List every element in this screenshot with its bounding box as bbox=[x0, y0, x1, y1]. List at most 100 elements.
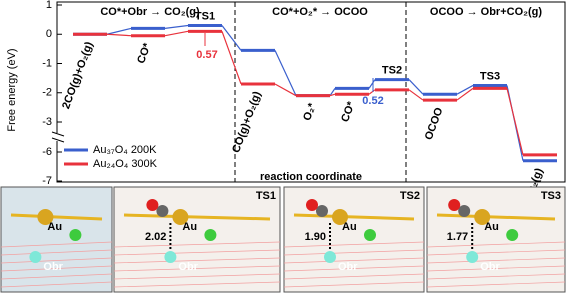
substrate-bond bbox=[283, 265, 425, 272]
oxygen-atom bbox=[164, 251, 177, 263]
substrate-bond bbox=[426, 241, 566, 248]
state-label: 2CO(g)+O₂(g) bbox=[60, 40, 96, 111]
distance-label: 1.90 bbox=[305, 231, 326, 243]
axis-break bbox=[51, 137, 65, 143]
connector bbox=[274, 50, 297, 96]
distance-label: 1.77 bbox=[447, 231, 468, 243]
carbon-atom bbox=[156, 205, 169, 217]
y-tick-label: -3 bbox=[42, 116, 52, 128]
substrate-bond bbox=[283, 273, 425, 280]
green-atom bbox=[506, 229, 519, 241]
connector bbox=[329, 93, 336, 97]
connector bbox=[221, 31, 242, 85]
substrate-bond bbox=[113, 241, 281, 248]
substrate-bond bbox=[283, 257, 425, 264]
atom-label: Obr bbox=[480, 261, 500, 273]
panel-label: TS2 bbox=[400, 190, 420, 202]
y-tick-label: -1 bbox=[42, 57, 52, 69]
atom-label: Obr bbox=[338, 261, 358, 273]
substrate-bond bbox=[426, 273, 566, 280]
substrate-bond bbox=[0, 241, 113, 248]
state-label: O₂* bbox=[301, 101, 319, 122]
atom-label: Obr bbox=[43, 261, 63, 273]
connector bbox=[106, 27, 132, 35]
atom-label: Obr bbox=[178, 261, 198, 273]
connector bbox=[368, 89, 376, 95]
legend-label: Au₂₄O₄ 300K bbox=[93, 158, 158, 170]
section-title: CO*+O₂* → OCOO bbox=[272, 6, 368, 18]
oxygen-atom bbox=[29, 251, 42, 263]
gold-bond bbox=[293, 213, 415, 221]
gold-atom bbox=[37, 209, 54, 225]
carbon-atom bbox=[316, 205, 328, 217]
gold-atom bbox=[332, 209, 348, 225]
atom-label: Au bbox=[342, 221, 357, 233]
axis-break bbox=[51, 131, 65, 137]
y-tick-label: 1 bbox=[46, 0, 52, 11]
substrate-bond bbox=[113, 249, 281, 256]
green-atom bbox=[204, 229, 217, 241]
green-atom bbox=[69, 229, 82, 241]
substrate-bond bbox=[426, 257, 566, 264]
atom-label: Au bbox=[182, 221, 197, 233]
connector bbox=[456, 87, 474, 101]
o-atom bbox=[448, 199, 461, 211]
legend-label: Au₃₇O₄ 200K bbox=[93, 144, 157, 156]
connector bbox=[274, 83, 297, 97]
o-atom bbox=[146, 199, 159, 211]
barrier-label: 0.52 bbox=[362, 95, 383, 107]
y-tick-label: -2 bbox=[42, 87, 52, 99]
substrate-bond bbox=[0, 249, 113, 256]
y-tick-label: 0 bbox=[46, 28, 52, 40]
state-label: TS2 bbox=[382, 64, 402, 76]
section-title: OCOO → Obr+CO₂(g) bbox=[430, 6, 542, 18]
substrate-bond bbox=[283, 249, 425, 256]
substrate-bond bbox=[283, 281, 425, 288]
state-label: CO* bbox=[135, 41, 154, 65]
oxygen-atom bbox=[466, 251, 479, 263]
x-axis-label: reaction coordinate bbox=[260, 171, 362, 183]
oxygen-atom bbox=[324, 251, 336, 263]
y-axis-label: Free energy (eV) bbox=[6, 48, 18, 131]
atom-label: Au bbox=[47, 221, 62, 233]
substrate-bond bbox=[0, 281, 113, 288]
connector bbox=[164, 24, 189, 29]
substrate-bond bbox=[426, 265, 566, 272]
substrate-bond bbox=[426, 249, 566, 256]
substrate-bond bbox=[113, 273, 281, 280]
connector bbox=[329, 88, 336, 97]
o-atom bbox=[306, 199, 318, 211]
y-tick-label: -6 bbox=[42, 146, 52, 158]
distance-label: 2.02 bbox=[145, 231, 166, 243]
state-label: TS1 bbox=[195, 10, 215, 22]
section-title: CO*+Obr → CO₂(g) bbox=[100, 6, 200, 18]
substrate-bond bbox=[113, 265, 281, 272]
panel-label: TS1 bbox=[256, 190, 276, 202]
connector bbox=[164, 30, 189, 37]
state-label: TS3 bbox=[480, 70, 500, 82]
gold-bond bbox=[123, 213, 271, 221]
barrier-label: 0.57 bbox=[196, 49, 217, 61]
substrate-bond bbox=[0, 257, 113, 264]
gold-atom bbox=[172, 209, 189, 225]
state-label: CO* bbox=[339, 99, 358, 123]
substrate-bond bbox=[113, 257, 281, 264]
axis-break-gap bbox=[52, 133, 64, 141]
panel-label: TS3 bbox=[541, 190, 561, 202]
substrate-bond bbox=[113, 281, 281, 288]
substrate-bond bbox=[0, 265, 113, 272]
gold-bond bbox=[10, 213, 103, 221]
green-atom bbox=[364, 229, 376, 241]
connector bbox=[408, 79, 424, 95]
substrate-bond bbox=[283, 241, 425, 248]
atom-label: Au bbox=[484, 221, 499, 233]
y-tick-label: -7 bbox=[42, 175, 52, 187]
connector bbox=[106, 33, 132, 37]
state-label: OCOO bbox=[423, 106, 446, 142]
gold-bond bbox=[436, 213, 556, 221]
connector bbox=[408, 89, 424, 101]
connector bbox=[368, 79, 376, 89]
connector bbox=[456, 84, 474, 95]
